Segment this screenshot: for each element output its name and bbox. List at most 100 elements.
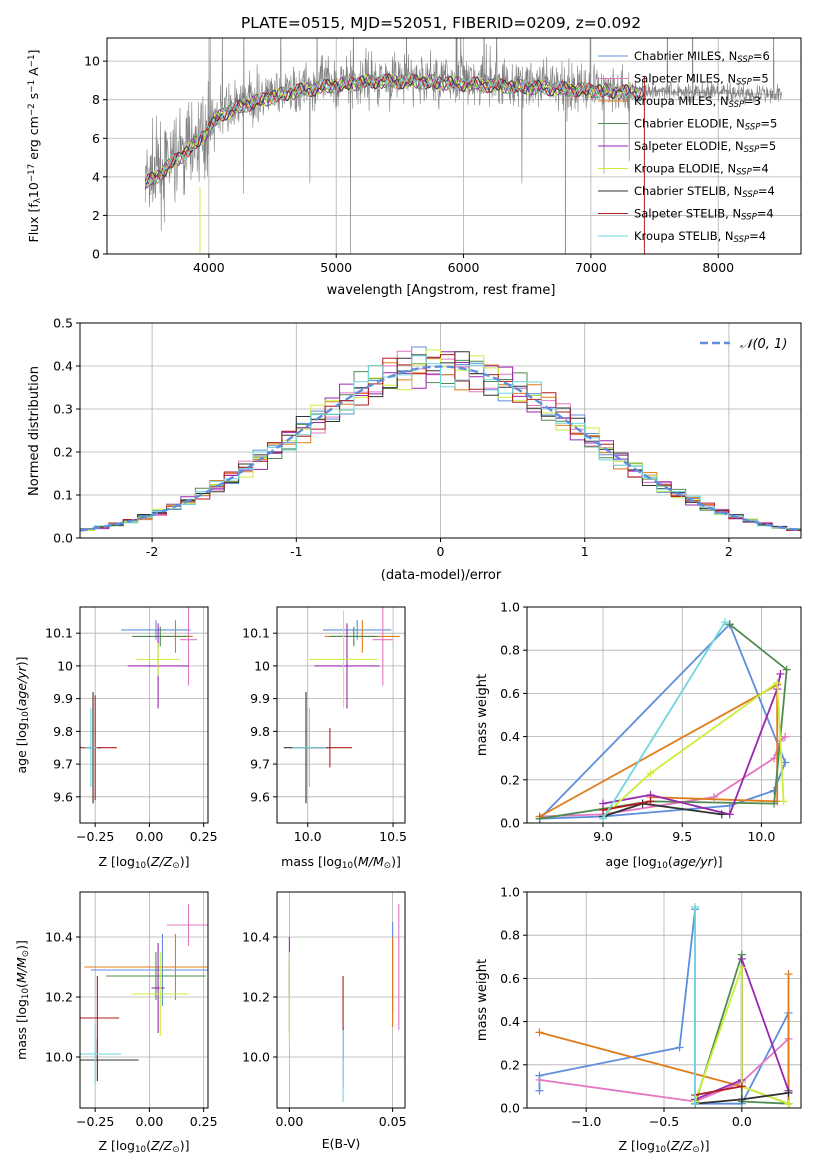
legend-label: 𝒩(0, 1) bbox=[740, 337, 787, 352]
label-part: M/M bbox=[358, 854, 384, 869]
y-axis-label: mass [log10(M/M⊙)] bbox=[14, 940, 31, 1060]
legend-tail: =4 bbox=[757, 207, 774, 221]
label-part: mass [log bbox=[281, 854, 342, 869]
weight-marker bbox=[535, 1075, 544, 1084]
label-part: ⊙ bbox=[172, 861, 179, 871]
plot-area bbox=[288, 904, 400, 1102]
plot-area bbox=[80, 904, 208, 1084]
legend-label: Salpeter ELODIE, NSSP=5 bbox=[634, 139, 776, 155]
y-tick-label: 0.4 bbox=[53, 359, 73, 374]
label-part: ( bbox=[14, 706, 29, 711]
y-tick-label: 0.8 bbox=[500, 643, 520, 658]
label-part: age [log bbox=[14, 722, 29, 773]
y-tick-label: 0 bbox=[92, 247, 100, 262]
legend-tail: =5 bbox=[752, 72, 769, 86]
weight-marker bbox=[737, 1095, 746, 1104]
label-part: 10 bbox=[655, 1145, 666, 1155]
x-axis-label: Z [log10(Z/Z⊙)] bbox=[99, 854, 190, 871]
x-tick-label: 9.0 bbox=[593, 829, 613, 844]
weight-marker bbox=[784, 1099, 793, 1108]
ticks: −0.25 0.00 0.25 10.0 10.2 10.4 bbox=[45, 930, 217, 1130]
label-part: ⊙ bbox=[384, 861, 391, 871]
y-axis-label: Flux [fλ10−17 erg cm−2 s−1 A−1] bbox=[26, 50, 43, 243]
weight-marker bbox=[779, 797, 788, 806]
x-tick-label: -2 bbox=[146, 544, 158, 559]
axes-ebv_vs_mass: 0.00 0.05 10.0 10.2 10.4 E(B-V) bbox=[242, 891, 407, 1151]
model-spectrum-kr_stelib bbox=[145, 73, 645, 184]
label-part: )] bbox=[700, 1138, 710, 1153]
axes-residuals: -2 -1 0 1 2 0.0 0.1 0.2 0.3 0.4 0.5 𝒩(0, 1) (data-mo… bbox=[27, 316, 802, 583]
legend-label: Kroupa MILES, NSSP=3 bbox=[634, 94, 761, 110]
y-tick-label: 9.9 bbox=[53, 691, 73, 706]
legend-sub: SSP bbox=[734, 235, 750, 245]
x-axis-label: wavelength [Angstrom, rest frame] bbox=[327, 283, 556, 298]
y-tick-label: 0.2 bbox=[53, 445, 73, 460]
weight-marker bbox=[737, 1082, 746, 1091]
x-tick-label: 7000 bbox=[575, 260, 607, 275]
weight-marker bbox=[535, 1028, 544, 1037]
y-tick-label: 9.6 bbox=[250, 789, 270, 804]
legend-tail: =4 bbox=[752, 162, 769, 176]
weight-marker bbox=[675, 1043, 684, 1052]
label-part: age/yr bbox=[673, 854, 714, 869]
y-tick-label: 10 bbox=[84, 54, 100, 69]
legend-label: Chabrier MILES, NSSP=6 bbox=[634, 49, 770, 65]
label-part: Z [log bbox=[99, 854, 135, 869]
y-tick-label: 9.8 bbox=[53, 724, 73, 739]
legend-text: Chabrier ELODIE, N bbox=[634, 117, 745, 131]
legend-text: Salpeter STELIB, N bbox=[634, 207, 741, 221]
y-tick-label: 0.1 bbox=[53, 488, 73, 503]
legend-text: Kroupa ELODIE, N bbox=[634, 162, 736, 176]
weight-marker bbox=[782, 665, 791, 674]
x-tick-label: 2 bbox=[725, 544, 733, 559]
y-tick-label: 0.3 bbox=[53, 402, 73, 417]
y-tick-label: 0.6 bbox=[500, 971, 520, 986]
ticks: −0.25 0.00 0.25 9.6 9.7 9.8 9.9 10 10.1 bbox=[45, 626, 217, 844]
label-part: )] bbox=[14, 940, 29, 950]
legend-sub: SSP bbox=[744, 145, 760, 155]
figure-title: PLATE=0515, MJD=52051, FIBERID=0209, z=0… bbox=[241, 14, 641, 32]
y-tick-label: 10.1 bbox=[45, 626, 73, 641]
y-tick-label: 9.7 bbox=[53, 757, 73, 772]
y-tick-label: 10.2 bbox=[45, 990, 73, 1005]
y-tick-label: 1.0 bbox=[500, 885, 520, 900]
weight-marker bbox=[646, 797, 655, 806]
label-part: )] bbox=[14, 656, 29, 666]
label-part: −1 bbox=[27, 80, 37, 93]
weight-marker bbox=[725, 620, 734, 629]
legend-tail: =3 bbox=[744, 94, 761, 108]
legend-sub: SSP bbox=[729, 100, 745, 110]
weight-marker bbox=[770, 799, 779, 808]
y-tick-label: 6 bbox=[92, 131, 100, 146]
legend-label: Chabrier ELODIE, NSSP=5 bbox=[634, 117, 777, 133]
y-axis-label: Normed distribution bbox=[27, 366, 42, 496]
label-part: ⊙ bbox=[21, 950, 31, 957]
legend-label: Kroupa STELIB, NSSP=4 bbox=[634, 229, 766, 245]
axes-frame bbox=[79, 606, 209, 824]
label-part: ⊙ bbox=[692, 1145, 699, 1155]
label-part: ⊙ bbox=[172, 1145, 179, 1155]
weight-marker bbox=[737, 954, 746, 963]
label-part: ( bbox=[353, 854, 358, 869]
label-part: Z [log bbox=[99, 1138, 135, 1153]
label-part: ( bbox=[14, 983, 29, 988]
axes-frame bbox=[276, 606, 406, 824]
label-part: A bbox=[26, 67, 41, 80]
x-tick-label: −0.25 bbox=[76, 829, 114, 844]
legend-sub: SSP bbox=[745, 123, 761, 133]
y-tick-label: 0.0 bbox=[53, 531, 73, 546]
y-tick-label: 0.2 bbox=[500, 772, 520, 787]
y-tick-label: 0.4 bbox=[500, 729, 520, 744]
label-part: 10 bbox=[657, 861, 668, 871]
plot-area bbox=[535, 903, 793, 1108]
axes-spectrum: 4000 5000 6000 7000 8000 0 2 4 6 8 10 Chabrier MILE… bbox=[26, 37, 802, 298]
label-part: 10 bbox=[21, 988, 31, 999]
y-tick-label: 9.8 bbox=[250, 724, 270, 739]
x-axis-label: age [log10(age/yr)] bbox=[605, 854, 722, 871]
y-tick-label: 8 bbox=[92, 92, 100, 107]
legend-label: Salpeter MILES, NSSP=5 bbox=[634, 72, 769, 88]
legend-label: Salpeter STELIB, NSSP=4 bbox=[634, 207, 774, 223]
weight-line-kr_elodie bbox=[694, 967, 789, 1105]
label-part: Z/Z bbox=[150, 854, 173, 869]
